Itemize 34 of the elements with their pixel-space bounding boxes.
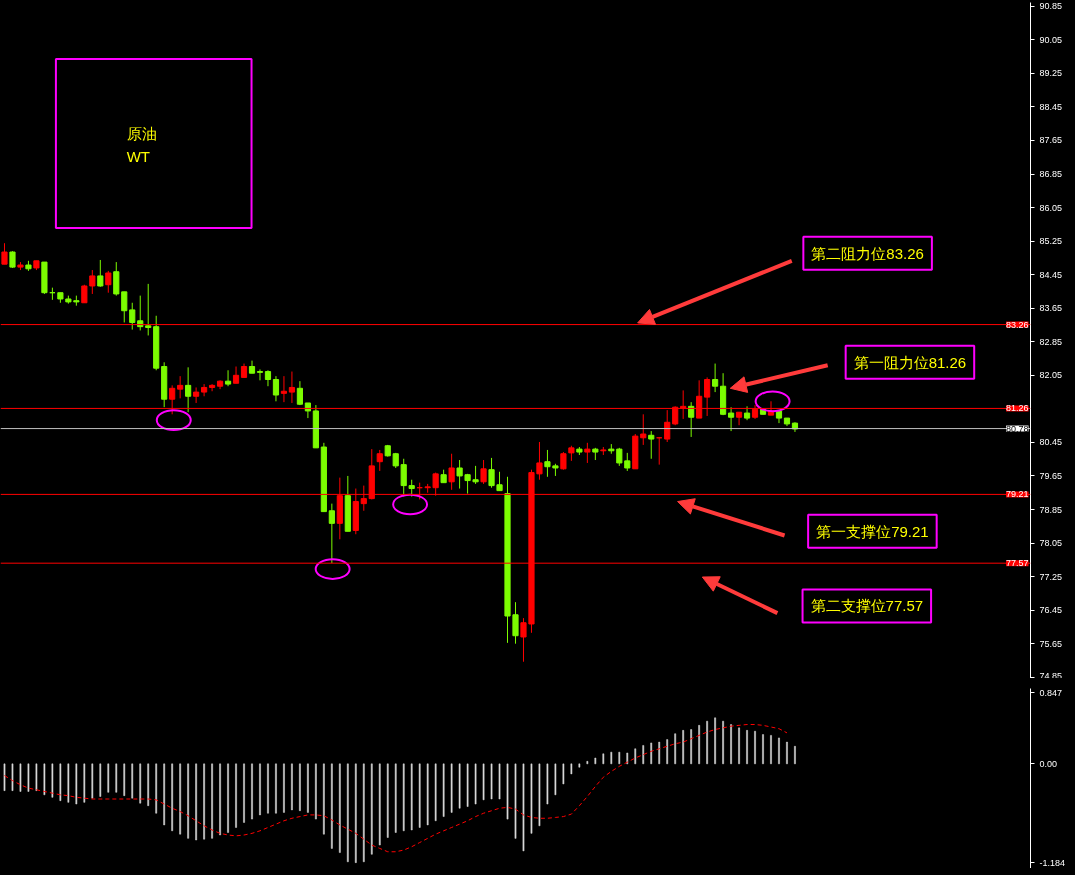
y-tick-label: 86.05 xyxy=(1039,202,1063,213)
y-tick-label: 75.65 xyxy=(1039,638,1063,649)
y-tick-label: 78.05 xyxy=(1039,538,1063,549)
annotation: 原油 xyxy=(126,125,157,143)
ref-line-label: 77.57 xyxy=(1005,558,1029,569)
ref-line-label: 83.26 xyxy=(1005,319,1029,330)
y-tick-label: 86.85 xyxy=(1039,169,1063,180)
ref-line-label: 80.78 xyxy=(1005,423,1029,434)
y-tick-label: 90.05 xyxy=(1039,34,1063,45)
y-tick-label: 80.45 xyxy=(1039,437,1063,448)
y-tick-label: 74.85 xyxy=(1039,670,1063,681)
y-tick-label: 83.65 xyxy=(1039,303,1063,314)
y-tick-label: 90.85 xyxy=(1039,1,1063,12)
y-tick-label: 77.25 xyxy=(1039,571,1063,582)
y-tick-label: 89.25 xyxy=(1039,68,1063,79)
annotation: WT xyxy=(126,148,150,166)
y-tick-label: 79.65 xyxy=(1039,470,1063,481)
annotation: 第一阻力位81.26 xyxy=(853,353,967,371)
y-tick-label: 88.45 xyxy=(1039,101,1063,112)
y-tick-label: 0.847 xyxy=(1039,687,1063,698)
annotation: 第一支撑位79.21 xyxy=(816,522,929,540)
ref-line-label: 81.26 xyxy=(1005,403,1029,414)
annotation: 第二支撑位77.57 xyxy=(810,597,924,615)
y-tick-label: 87.65 xyxy=(1039,135,1063,146)
y-tick-label: 85.25 xyxy=(1039,236,1063,247)
y-tick-label: 84.45 xyxy=(1039,269,1063,280)
y-tick-label: 0.00 xyxy=(1039,758,1058,769)
y-tick-label: 78.85 xyxy=(1039,504,1063,515)
y-tick-label: 82.05 xyxy=(1039,370,1063,381)
ref-line-label: 79.21 xyxy=(1005,489,1029,500)
annotation: 第二阻力位83.26 xyxy=(811,244,924,262)
y-tick-label: 82.85 xyxy=(1039,336,1063,347)
y-tick-label: -1.184 xyxy=(1039,857,1066,868)
y-tick-label: 76.45 xyxy=(1039,605,1063,616)
